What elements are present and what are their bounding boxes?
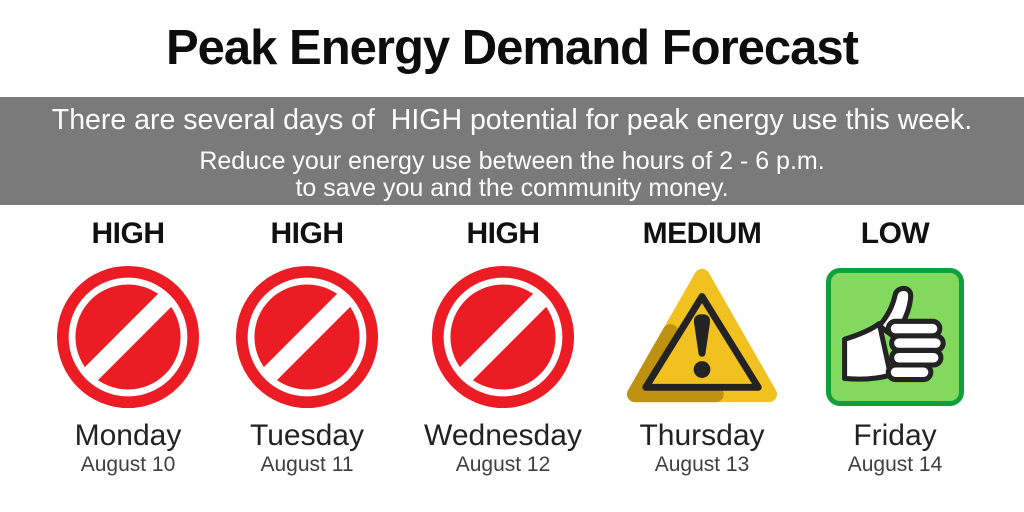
day-date: August 12 (455, 453, 551, 476)
level-label: LOW (860, 217, 930, 250)
level-label: HIGH (270, 217, 345, 250)
forecast-row: HIGH Monday August 10 HIGH Tuesday Augus… (0, 213, 1024, 503)
icon-slot (212, 259, 402, 415)
day-column: HIGH Tuesday August 11 (212, 213, 402, 477)
day-name: Thursday (639, 419, 765, 452)
thumbs-up-icon (842, 285, 946, 383)
icon-slot (800, 259, 990, 415)
level-label: MEDIUM (642, 217, 762, 250)
day-date: August 11 (260, 453, 354, 476)
banner-subline-2: to save you and the community money. (295, 174, 729, 202)
no-sign-icon (235, 265, 379, 409)
icon-slot (607, 259, 797, 415)
day-name: Wednesday (424, 419, 582, 452)
no-sign-icon (431, 265, 575, 409)
banner-headline: There are several days of HIGH potential… (51, 104, 973, 136)
thumbs-up-box (826, 268, 964, 406)
day-date: August 14 (847, 453, 943, 476)
no-sign-icon (56, 265, 200, 409)
warning-triangle-icon (627, 268, 777, 403)
day-name: Monday (74, 419, 182, 452)
banner: There are several days of HIGH potential… (0, 97, 1024, 205)
day-name: Tuesday (250, 419, 364, 452)
day-column: MEDIUM Thursday August 13 (607, 213, 797, 477)
day-name: Friday (853, 419, 937, 452)
day-column: LOW Friday August 14 (800, 213, 990, 477)
level-label: HIGH (466, 217, 541, 250)
page-title: Peak Energy Demand Forecast (166, 21, 859, 75)
level-label: HIGH (91, 217, 166, 250)
icon-slot (408, 259, 598, 415)
day-column: HIGH Wednesday August 12 (408, 213, 598, 477)
day-date: August 13 (654, 453, 750, 476)
icon-slot (33, 259, 223, 415)
banner-subline-1: Reduce your energy use between the hours… (199, 147, 825, 175)
day-date: August 10 (80, 453, 176, 476)
day-column: HIGH Monday August 10 (33, 213, 223, 477)
